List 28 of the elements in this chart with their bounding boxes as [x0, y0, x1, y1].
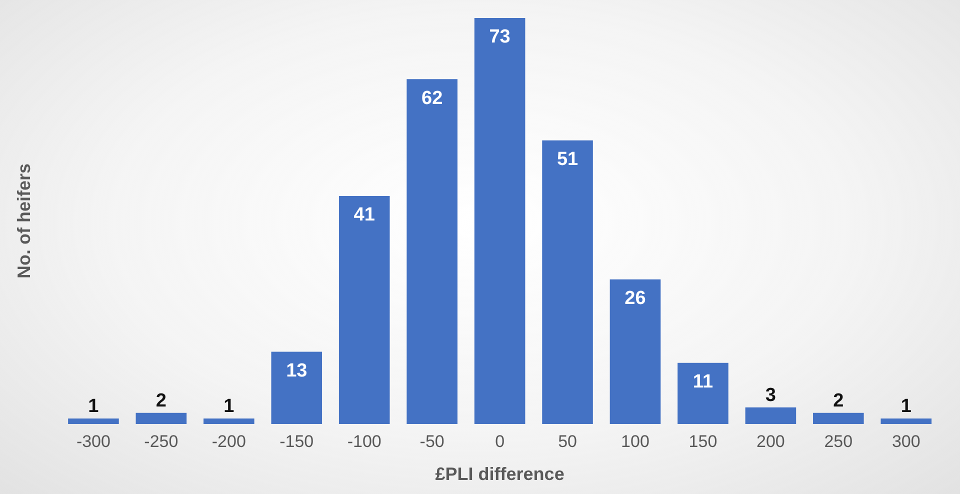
- x-tick-label: 250: [824, 432, 853, 451]
- x-tick-label: -300: [76, 432, 110, 451]
- data-label: 73: [489, 26, 510, 48]
- x-tick-label: 0: [495, 432, 505, 451]
- data-label: 1: [88, 396, 100, 418]
- data-label: 26: [624, 288, 646, 310]
- data-label: 11: [692, 372, 714, 393]
- data-label: 2: [833, 390, 844, 412]
- x-tick-label: 200: [756, 432, 785, 451]
- x-tick-label: 300: [892, 432, 920, 451]
- data-label: 1: [224, 396, 235, 418]
- data-label: 51: [556, 149, 579, 170]
- data-label: 2: [156, 390, 166, 412]
- x-tick-label: 50: [558, 432, 577, 451]
- y-axis-title: No. of heifers: [14, 163, 34, 279]
- x-tick-label: -150: [280, 432, 314, 451]
- x-axis-title: £PLI difference: [435, 464, 564, 484]
- x-tick-label: 100: [621, 432, 650, 451]
- data-label: 13: [286, 360, 308, 382]
- data-label: 3: [765, 385, 776, 406]
- x-tick-label: -100: [347, 432, 382, 451]
- x-tick-label: -250: [144, 432, 178, 451]
- x-tick-label: -50: [420, 432, 444, 451]
- data-label: 62: [422, 88, 443, 109]
- data-label: 41: [354, 204, 376, 226]
- data-label: 1: [900, 396, 912, 418]
- x-tick-label: 150: [688, 432, 718, 451]
- x-tick-label: -200: [212, 432, 246, 451]
